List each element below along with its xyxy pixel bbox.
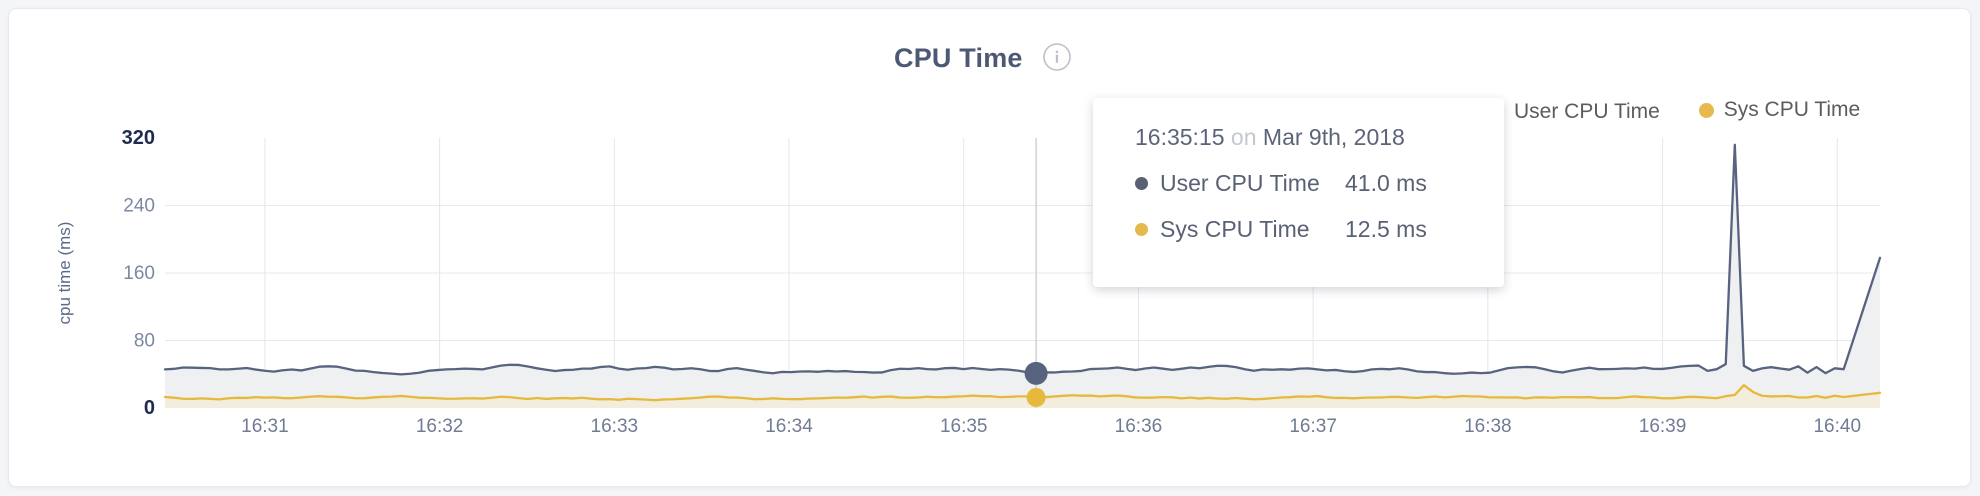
svg-text:0: 0: [144, 397, 155, 419]
svg-text:16:36: 16:36: [1115, 416, 1163, 437]
svg-text:16:34: 16:34: [765, 416, 813, 437]
svg-text:16:40: 16:40: [1813, 416, 1861, 437]
svg-text:240: 240: [123, 196, 155, 217]
svg-text:16:39: 16:39: [1639, 416, 1687, 437]
svg-text:16:31: 16:31: [241, 416, 289, 437]
svg-text:16:32: 16:32: [416, 416, 464, 437]
svg-text:16:33: 16:33: [591, 416, 639, 437]
svg-text:cpu time (ms): cpu time (ms): [55, 222, 74, 325]
svg-text:16:37: 16:37: [1289, 416, 1337, 437]
svg-text:16:35: 16:35: [940, 416, 988, 437]
svg-text:16:38: 16:38: [1464, 416, 1512, 437]
svg-text:80: 80: [134, 331, 155, 352]
svg-text:160: 160: [123, 263, 155, 284]
svg-text:320: 320: [122, 127, 155, 149]
